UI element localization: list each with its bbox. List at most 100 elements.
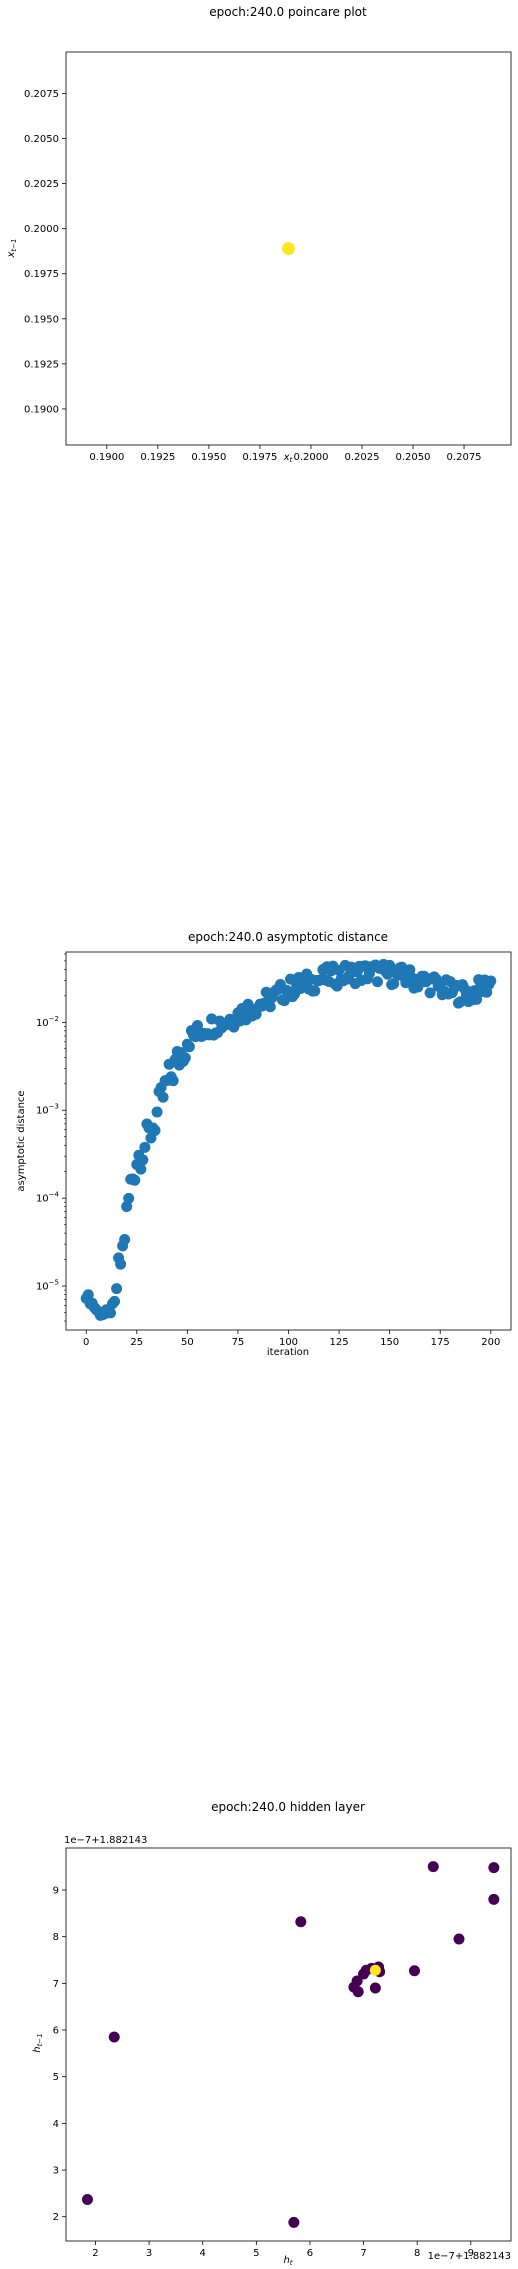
x-tick-label: 125 bbox=[330, 1337, 349, 1348]
data-point bbox=[108, 2031, 120, 2043]
data-point bbox=[139, 1141, 151, 1153]
y-tick-label: 0.1950 bbox=[24, 314, 59, 325]
x-tick-label: 50 bbox=[181, 1337, 194, 1348]
x-tick-label: 0.1925 bbox=[140, 452, 175, 463]
y-tick-label: 0.1900 bbox=[24, 404, 59, 415]
y-tick-label: 0.2075 bbox=[24, 89, 59, 100]
data-point bbox=[151, 1106, 163, 1118]
asymptotic-distance-chart: epoch:240.0 asymptotic distance 0 25 50 75 1… bbox=[16, 930, 512, 1358]
data-point bbox=[424, 987, 436, 999]
data-point bbox=[123, 1192, 135, 1204]
x-axis-ticks: 2 3 4 5 6 7 8 9 bbox=[92, 2241, 474, 2259]
x-axis-ticks: 0 25 50 75 100 125 150 175 200 bbox=[83, 1330, 500, 1348]
plot-area bbox=[65, 51, 512, 446]
y-tick-label: 10−4 bbox=[36, 1191, 60, 1205]
data-point bbox=[137, 1154, 149, 1166]
data-point bbox=[82, 1289, 94, 1301]
x-tick-label: 150 bbox=[380, 1337, 399, 1348]
chart-title: epoch:240.0 hidden layer bbox=[211, 1800, 365, 1814]
x-axis-label: iteration bbox=[267, 1347, 309, 1358]
y-tick-label: 0.2000 bbox=[24, 224, 59, 235]
x-tick-label: 75 bbox=[232, 1337, 245, 1348]
y-tick-label: 0.2025 bbox=[24, 179, 59, 190]
y-tick-label: 10−2 bbox=[36, 1015, 59, 1029]
data-point bbox=[288, 2216, 300, 2228]
data-point bbox=[352, 1986, 364, 1998]
data-point bbox=[264, 1001, 276, 1013]
y-axis-ticks: 10−5 10−4 10−3 10−2 bbox=[36, 953, 66, 1322]
x-tick-label: 0.1950 bbox=[191, 452, 226, 463]
data-point bbox=[309, 985, 321, 997]
y-offset-text: 1e−7+1.882143 bbox=[64, 1835, 147, 1846]
x-tick-label: 0.2075 bbox=[447, 452, 482, 463]
data-point bbox=[369, 1964, 381, 1976]
x-tick-label: 2 bbox=[92, 2248, 98, 2259]
data-point bbox=[157, 1091, 169, 1103]
x-tick-label: 0.1975 bbox=[242, 452, 277, 463]
y-axis-ticks: 2 3 4 5 6 7 8 9 bbox=[53, 1886, 66, 2223]
y-axis-label: xt−1 bbox=[6, 239, 18, 259]
data-point bbox=[408, 1965, 420, 1977]
x-tick-label: 25 bbox=[130, 1337, 143, 1348]
hidden-layer-chart: epoch:240.0 hidden layer 1e−7+1.882143 2… bbox=[32, 1800, 512, 2267]
y-tick-label: 2 bbox=[53, 2212, 59, 2223]
data-point bbox=[488, 1862, 500, 1874]
y-tick-label: 10−3 bbox=[36, 1103, 59, 1117]
data-points bbox=[81, 1861, 500, 2228]
x-tick-label: 4 bbox=[200, 2248, 206, 2259]
data-point bbox=[471, 993, 483, 1005]
x-tick-label: 0.2000 bbox=[293, 452, 328, 463]
y-tick-label: 9 bbox=[53, 1886, 59, 1897]
y-tick-label: 8 bbox=[53, 1932, 59, 1943]
data-point bbox=[105, 1307, 116, 1319]
y-tick-label: 0.1975 bbox=[24, 269, 59, 280]
data-point bbox=[115, 1258, 127, 1270]
x-tick-label: 200 bbox=[481, 1337, 500, 1348]
data-point bbox=[183, 1041, 195, 1053]
data-point bbox=[295, 1916, 307, 1928]
chart-title: epoch:240.0 poincare plot bbox=[209, 5, 367, 19]
x-tick-label: 0.1900 bbox=[89, 452, 124, 463]
data-points bbox=[282, 242, 295, 255]
x-tick-label: 9 bbox=[468, 2248, 474, 2259]
x-axis-label: ht bbox=[283, 2255, 292, 2267]
data-point bbox=[453, 1933, 465, 1945]
data-point bbox=[129, 1174, 141, 1186]
y-tick-label: 0.2050 bbox=[24, 134, 59, 145]
data-point bbox=[135, 1163, 147, 1175]
poincare-plot-chart: epoch:240.0 poincare plot 0.1900 0.1925 0.… bbox=[6, 5, 512, 464]
plot-area bbox=[65, 1847, 512, 2242]
y-tick-label: 10−5 bbox=[36, 1279, 59, 1293]
plot-area bbox=[65, 951, 512, 1331]
data-point bbox=[488, 1893, 500, 1905]
y-axis-ticks: 0.1900 0.1925 0.1950 0.1975 0.2000 0.2025 0.20… bbox=[24, 89, 66, 415]
data-point bbox=[81, 2193, 93, 2205]
data-point bbox=[167, 1075, 179, 1087]
data-points bbox=[80, 958, 497, 1321]
x-offset-text: 1e−7+1.882143 bbox=[428, 2251, 511, 2262]
data-point bbox=[179, 1052, 191, 1064]
data-point bbox=[149, 1124, 161, 1136]
x-tick-label: 7 bbox=[360, 2248, 366, 2259]
x-tick-label: 6 bbox=[307, 2248, 313, 2259]
data-point bbox=[485, 975, 497, 987]
x-tick-label: 100 bbox=[279, 1337, 298, 1348]
data-point bbox=[111, 1283, 123, 1295]
chart-title: epoch:240.0 asymptotic distance bbox=[188, 930, 388, 944]
x-tick-label: 5 bbox=[253, 2248, 259, 2259]
x-tick-label: 8 bbox=[414, 2248, 420, 2259]
data-point bbox=[282, 242, 295, 255]
data-point bbox=[119, 1234, 131, 1246]
data-point bbox=[351, 1975, 363, 1987]
x-tick-label: 175 bbox=[431, 1337, 450, 1348]
y-tick-label: 5 bbox=[53, 2072, 59, 2083]
y-tick-label: 3 bbox=[53, 2166, 59, 2177]
x-axis-label: xt bbox=[283, 452, 293, 464]
data-point bbox=[372, 976, 383, 988]
data-point bbox=[427, 1861, 439, 1873]
x-tick-label: 0 bbox=[83, 1337, 89, 1348]
y-tick-label: 6 bbox=[53, 2026, 59, 2037]
y-axis-label: asymptotic distance bbox=[16, 1090, 27, 1191]
y-tick-label: 7 bbox=[53, 1979, 59, 1990]
x-tick-label: 3 bbox=[146, 2248, 152, 2259]
